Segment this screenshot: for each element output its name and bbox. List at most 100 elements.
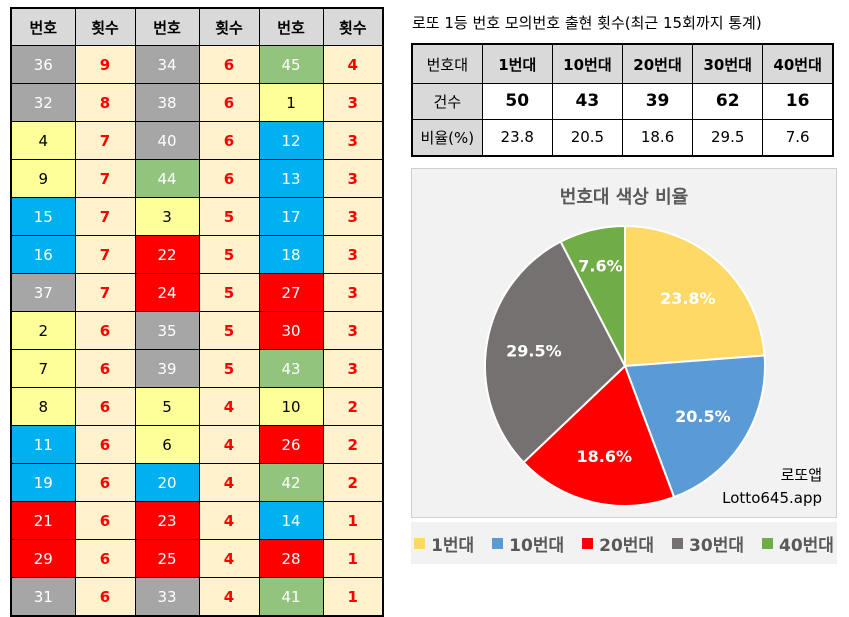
header-count: 횟수	[74, 7, 136, 46]
count-cell: 4	[198, 387, 260, 426]
legend-swatch	[414, 537, 426, 549]
count-value: 50	[481, 83, 553, 120]
count-cell: 2	[322, 387, 384, 426]
count-cell: 5	[198, 349, 260, 388]
count-cell: 9	[74, 45, 136, 84]
ball-number-cell: 44	[134, 159, 200, 198]
ball-number-cell: 17	[258, 197, 324, 236]
ball-number-cell: 21	[10, 501, 76, 540]
stats-table: 번호대 1번대 10번대 20번대 30번대 40번대 건수 50 43 39 …	[411, 43, 834, 157]
stats-ratio-row: 비율(%) 23.8 20.5 18.6 29.5 7.6	[411, 118, 834, 157]
ball-number-cell: 18	[258, 235, 324, 274]
count-cell: 4	[198, 577, 260, 617]
ball-number-cell: 26	[258, 425, 324, 464]
ball-number-cell: 14	[258, 501, 324, 540]
pie-slice	[623, 354, 766, 499]
count-cell: 6	[74, 387, 136, 426]
legend-swatch	[761, 537, 773, 549]
legend-swatch	[672, 537, 684, 549]
pie-chart-panel: 번호대 색상 비율 23.8% 20.5% 18.6% 29.5% 7.6% 로또앱 L…	[411, 168, 837, 518]
count-cell: 7	[74, 273, 136, 312]
ball-number-cell: 30	[258, 311, 324, 350]
range-header: 20번대	[621, 43, 694, 84]
count-cell: 3	[322, 311, 384, 350]
count-cell: 6	[74, 577, 136, 617]
ball-number-cell: 24	[134, 273, 200, 312]
count-cell: 2	[322, 463, 384, 502]
table-row: 37 7 24 5 27 3	[10, 273, 384, 312]
range-label: 번호대	[411, 43, 483, 84]
ball-number-cell: 39	[134, 349, 200, 388]
count-cell: 4	[198, 539, 260, 578]
range-header: 1번대	[481, 43, 553, 84]
count-label: 건수	[411, 83, 483, 120]
watermark-korean: 로또앱	[780, 466, 822, 484]
count-cell: 5	[198, 197, 260, 236]
ball-number-cell: 9	[10, 159, 76, 198]
ball-number-cell: 12	[258, 121, 324, 160]
ball-number-cell: 40	[134, 121, 200, 160]
count-cell: 6	[74, 425, 136, 464]
stats-header-row: 번호대 1번대 10번대 20번대 30번대 40번대	[411, 43, 834, 84]
count-cell: 7	[74, 159, 136, 198]
legend-swatch	[582, 537, 594, 549]
ball-number-cell: 15	[10, 197, 76, 236]
legend-label: 1번대	[431, 535, 475, 556]
count-cell: 1	[322, 577, 384, 617]
pie-chart: 23.8% 20.5% 18.6% 29.5% 7.6%	[484, 224, 766, 507]
ball-number-cell: 1	[258, 83, 324, 122]
ball-number-cell: 31	[10, 577, 76, 617]
count-cell: 5	[198, 273, 260, 312]
pie-slice	[624, 224, 766, 368]
ball-number-cell: 3	[134, 197, 200, 236]
count-cell: 4	[198, 501, 260, 540]
ball-number-cell: 8	[10, 387, 76, 426]
table-row: 29 6 25 4 28 1	[10, 539, 384, 578]
count-cell: 6	[198, 121, 260, 160]
count-cell: 6	[74, 501, 136, 540]
slice-label: 7.6%	[578, 256, 622, 275]
count-cell: 6	[74, 539, 136, 578]
table-row: 31 6 33 4 41 1	[10, 577, 384, 617]
stats-title: 로또 1등 번호 모의번호 출현 횟수(최근 15회까지 통계)	[412, 14, 762, 32]
ball-number-cell: 45	[258, 45, 324, 84]
chart-title: 번호대 색상 비율	[559, 187, 689, 208]
ball-number-cell: 11	[10, 425, 76, 464]
table-row: 15 7 3 5 17 3	[10, 197, 384, 236]
ball-number-cell: 32	[10, 83, 76, 122]
count-cell: 6	[198, 83, 260, 122]
table-row: 19 6 20 4 42 2	[10, 463, 384, 502]
legend-item: 20번대	[582, 531, 654, 556]
count-cell: 3	[322, 349, 384, 388]
table-row: 32 8 38 6 1 3	[10, 83, 384, 122]
ball-number-cell: 22	[134, 235, 200, 274]
pie-slice	[522, 364, 676, 507]
count-cell: 6	[74, 463, 136, 502]
ball-number-cell: 16	[10, 235, 76, 274]
table-row: 21 6 23 4 14 1	[10, 501, 384, 540]
count-cell: 1	[322, 539, 384, 578]
ball-number-cell: 42	[258, 463, 324, 502]
slice-label: 23.8%	[660, 289, 716, 308]
range-header: 30번대	[692, 43, 764, 84]
range-header: 40번대	[762, 43, 834, 84]
count-value: 62	[692, 83, 764, 120]
count-cell: 6	[198, 159, 260, 198]
ball-number-cell: 6	[134, 425, 200, 464]
header-number: 번호	[134, 7, 200, 46]
count-cell: 3	[322, 121, 384, 160]
legend-swatch	[492, 537, 504, 549]
ball-number-cell: 29	[10, 539, 76, 578]
ball-number-cell: 43	[258, 349, 324, 388]
table-row: 7 6 39 5 43 3	[10, 349, 384, 388]
frequency-table: 번호 횟수 번호 횟수 번호 횟수 36 9 34 6 45 4 32 8 38 6 1 3 4 7 40 6…	[10, 7, 384, 617]
count-cell: 3	[322, 159, 384, 198]
watermark-url: Lotto645.app	[722, 489, 822, 507]
ball-number-cell: 34	[134, 45, 200, 84]
count-cell: 6	[74, 349, 136, 388]
ratio-label: 비율(%)	[411, 118, 483, 157]
legend-item: 40번대	[761, 531, 834, 556]
ball-number-cell: 19	[10, 463, 76, 502]
pie-slice	[559, 224, 626, 367]
table-row: 2 6 35 5 30 3	[10, 311, 384, 350]
